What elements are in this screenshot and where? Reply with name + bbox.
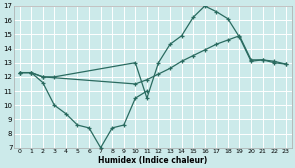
X-axis label: Humidex (Indice chaleur): Humidex (Indice chaleur): [98, 156, 207, 164]
